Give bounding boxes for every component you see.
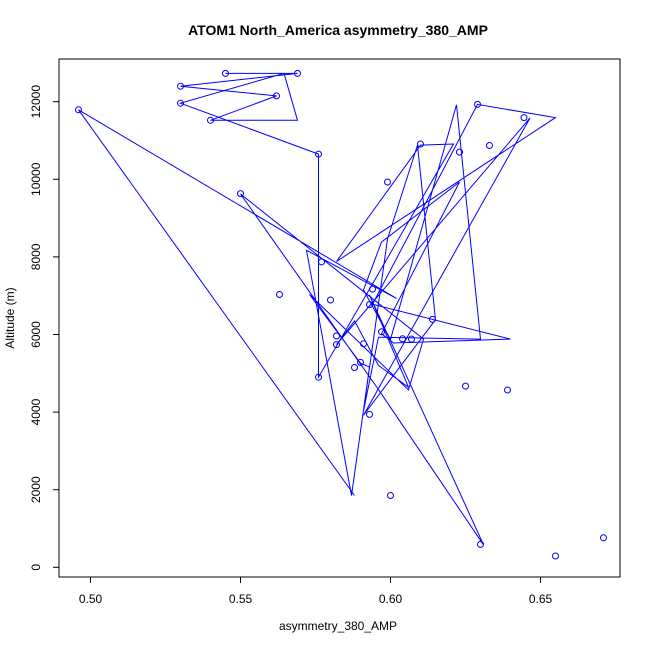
x-axis-label: asymmetry_380_AMP: [279, 619, 397, 633]
data-series: [75, 69, 607, 560]
y-tick-label: 2000: [29, 476, 43, 503]
data-point: [600, 534, 607, 542]
data-point: [408, 335, 415, 343]
y-tick-label: 0: [29, 564, 43, 571]
x-tick-label: 0.55: [229, 592, 253, 606]
data-point: [333, 332, 340, 340]
data-point: [387, 492, 394, 499]
data-point: [504, 386, 511, 394]
data-point: [456, 148, 463, 156]
data-point: [318, 258, 325, 266]
data-point: [429, 315, 436, 323]
data-point: [276, 291, 283, 298]
data-point: [294, 69, 301, 77]
y-tick-label: 12000: [29, 85, 43, 119]
data-point: [75, 106, 82, 114]
data-point: [462, 382, 469, 390]
data-point: [477, 540, 484, 548]
data-point: [327, 296, 334, 304]
data-point: [333, 341, 340, 349]
series-line: [78, 72, 557, 546]
data-point: [315, 373, 322, 381]
data-point: [177, 82, 184, 90]
y-tick-label: 6000: [29, 321, 43, 348]
data-point: [315, 150, 322, 158]
data-point: [399, 335, 406, 343]
data-point: [357, 358, 364, 366]
x-axis: 0.50 0.55 0.60 0.65: [79, 577, 553, 606]
y-tick-label: 10000: [29, 162, 43, 196]
data-point: [237, 190, 244, 198]
x-tick-label: 0.60: [379, 592, 403, 606]
plot-frame: [58, 58, 621, 578]
data-point: [474, 100, 481, 108]
data-point: [273, 92, 280, 100]
data-point: [222, 69, 229, 77]
data-point: [552, 552, 559, 560]
data-point: [520, 114, 528, 122]
x-tick-label: 0.65: [529, 592, 553, 606]
data-point: [351, 364, 358, 371]
data-point: [384, 178, 391, 186]
data-point: [177, 99, 184, 107]
data-point: [360, 340, 367, 348]
data-point: [366, 301, 373, 309]
data-point: [369, 285, 376, 293]
data-point: [486, 142, 493, 149]
x-tick-label: 0.50: [79, 592, 103, 606]
data-point: [378, 328, 385, 336]
data-point: [366, 410, 373, 418]
y-axis: 0 2000 4000 6000 8000 10000 12000: [29, 85, 59, 571]
chart-title: ATOM1 North_America asymmetry_380_AMP: [188, 22, 488, 38]
data-point: [417, 140, 424, 148]
data-point: [207, 116, 214, 124]
y-axis-label: Altitude (m): [3, 287, 17, 348]
y-tick-label: 8000: [29, 243, 43, 270]
y-tick-label: 4000: [29, 398, 43, 425]
